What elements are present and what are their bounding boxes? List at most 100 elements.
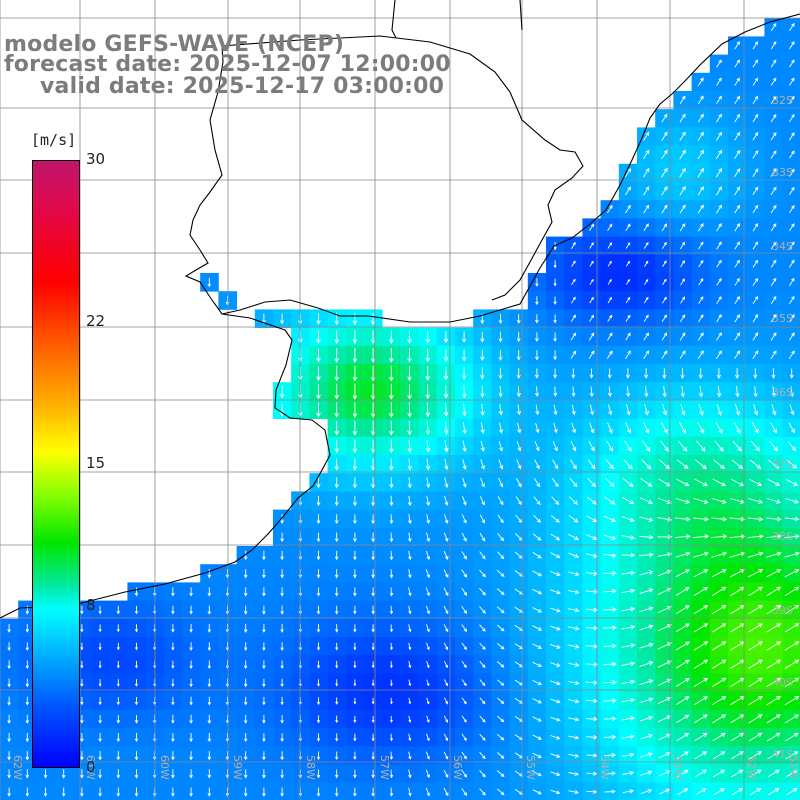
wind-arrow [443, 403, 449, 417]
wind-arrow [534, 441, 540, 452]
wind-arrow [789, 277, 795, 286]
wind-arrow [712, 751, 726, 760]
wind-arrow [734, 277, 740, 286]
wind-arrow [335, 679, 339, 687]
longitude-label: 51W [787, 755, 800, 780]
wind-arrow [588, 350, 595, 359]
wind-arrow [516, 386, 521, 398]
wind-arrow [768, 459, 780, 469]
wind-arrow [661, 332, 668, 341]
wind-arrow [407, 458, 413, 471]
wind-arrow [675, 551, 691, 558]
wind-arrow [352, 402, 358, 418]
wind-arrow [497, 752, 505, 759]
wind-arrow [697, 204, 704, 214]
wind-arrow [7, 769, 11, 779]
wind-arrow [734, 350, 741, 360]
wind-arrow [567, 662, 580, 667]
wind-arrow [353, 605, 357, 615]
wind-arrow [533, 514, 541, 523]
wind-arrow [280, 605, 284, 615]
wind-arrow [389, 330, 394, 345]
wind-arrow [243, 751, 248, 761]
wind-arrow [244, 678, 248, 688]
wind-arrow [748, 732, 763, 742]
wind-arrow [789, 186, 795, 195]
wind-arrow [643, 350, 650, 359]
wind-arrow [693, 534, 710, 539]
wind-arrow [515, 496, 522, 506]
wind-arrow [371, 587, 375, 597]
wind-arrow [675, 623, 690, 633]
wind-arrow [657, 605, 672, 614]
wind-arrow [335, 624, 339, 633]
wind-arrow [784, 677, 800, 688]
longitude-label: 61W [84, 755, 97, 780]
latitude-label: 40S [772, 676, 793, 689]
wind-arrow [514, 661, 524, 668]
wind-arrow [643, 149, 650, 160]
wind-arrow [589, 278, 594, 285]
wind-arrow [621, 516, 635, 522]
wind-arrow [497, 496, 504, 506]
wind-arrow [335, 769, 339, 779]
wind-arrow [570, 314, 576, 322]
wind-arrow [514, 770, 524, 777]
wind-arrow [171, 605, 175, 615]
wind-arrow [639, 642, 654, 649]
wind-arrow [789, 113, 795, 123]
wind-arrow [189, 678, 193, 688]
wind-arrow [535, 296, 539, 306]
wind-arrow [316, 550, 321, 561]
longitude-label: 55W [524, 755, 537, 780]
wind-arrow [171, 787, 175, 797]
wind-arrow [262, 623, 266, 633]
wind-arrow [443, 787, 449, 797]
wind-arrow [713, 769, 726, 778]
wind-arrow [498, 331, 503, 343]
wind-arrow [734, 41, 740, 50]
wind-arrow [748, 677, 763, 688]
wind-arrow [770, 186, 777, 196]
wind-arrow [316, 402, 321, 418]
wind-arrow [786, 788, 798, 796]
wind-arrow [639, 679, 654, 686]
wind-arrow [625, 422, 631, 434]
wind-arrow [661, 350, 668, 360]
wind-arrow [462, 403, 467, 417]
wind-arrow [334, 383, 339, 400]
wind-arrow [532, 625, 543, 631]
wind-arrow [603, 734, 617, 740]
wind-arrow [262, 569, 266, 579]
wind-arrow [280, 313, 285, 325]
wind-arrow [784, 516, 800, 522]
wind-arrow [316, 514, 321, 525]
wind-arrow [479, 788, 486, 796]
wind-arrow [693, 641, 709, 651]
wind-arrow [679, 422, 686, 434]
wind-arrow [747, 534, 764, 539]
wind-arrow [643, 204, 650, 214]
wind-arrow [553, 296, 557, 305]
wind-arrow [407, 477, 412, 489]
wind-arrow [693, 659, 709, 669]
wind-arrow [752, 186, 759, 196]
wind-arrow [425, 587, 431, 597]
wind-arrow [766, 516, 782, 522]
wind-arrow [694, 751, 708, 760]
wind-arrow [225, 751, 230, 761]
wind-arrow [496, 788, 505, 796]
wind-arrow [625, 314, 631, 322]
wind-arrow [589, 242, 594, 249]
wind-arrow [716, 223, 722, 232]
wind-arrow [134, 787, 139, 797]
wind-arrow [714, 440, 724, 452]
wind-arrow [789, 150, 795, 159]
wind-arrow [496, 642, 505, 650]
wind-arrow [770, 95, 777, 104]
wind-arrow [262, 769, 266, 779]
wind-arrow [698, 314, 704, 323]
wind-arrow [734, 149, 741, 159]
wind-arrow [408, 661, 412, 669]
wind-arrow [697, 95, 704, 105]
